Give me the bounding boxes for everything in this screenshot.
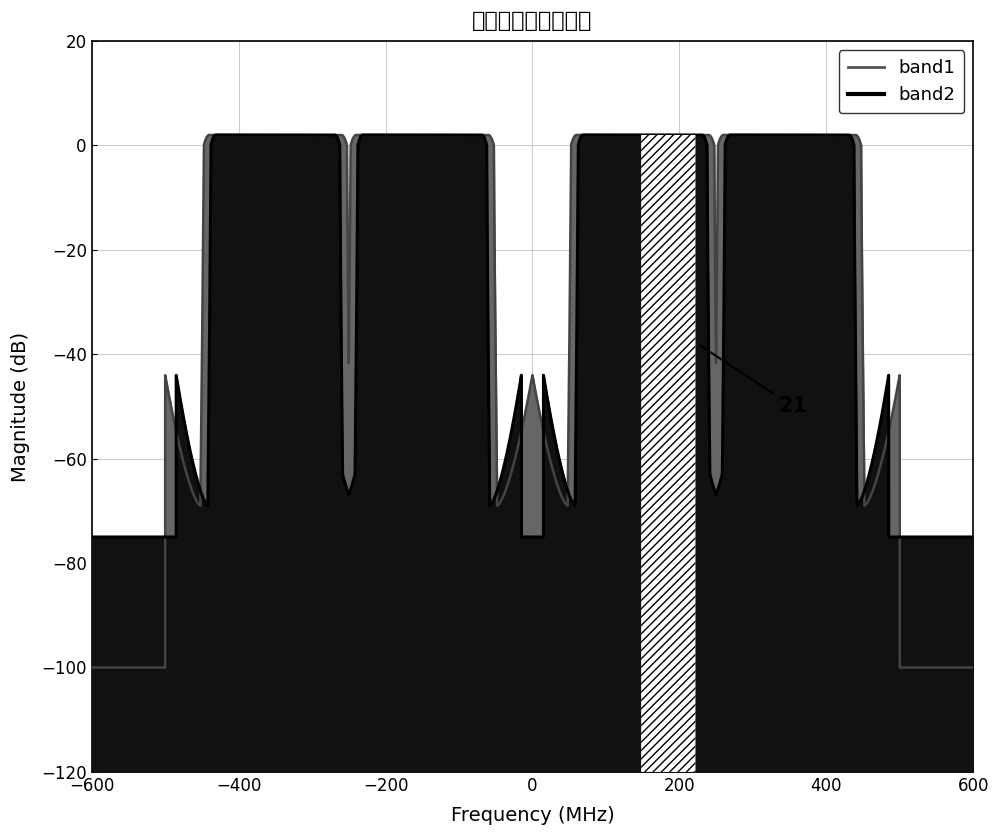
band1 [114, 662, 126, 672]
Y-axis label: Magnitude (dB): Magnitude (dB) [11, 331, 30, 482]
band2 [210, 130, 222, 140]
band1 [279, 130, 291, 140]
Line: band1: band1 [55, 135, 1000, 667]
band2 [624, 130, 636, 140]
band2 [758, 130, 770, 140]
Text: 21: 21 [700, 345, 807, 416]
band1 [203, 130, 215, 140]
Line: band2: band2 [55, 135, 1000, 537]
band1 [624, 130, 636, 140]
X-axis label: Frequency (MHz): Frequency (MHz) [451, 806, 614, 825]
Legend: band1, band2: band1, band2 [839, 50, 964, 113]
band1 [567, 134, 579, 144]
band1 [415, 130, 427, 140]
band2 [415, 130, 427, 140]
band2 [114, 532, 126, 542]
band2 [49, 532, 61, 542]
band1 [758, 130, 770, 140]
band2 [567, 498, 579, 508]
band1 [49, 662, 61, 672]
Title: 子带频谱混叠示意图: 子带频谱混叠示意图 [472, 11, 593, 31]
band2 [279, 130, 291, 140]
